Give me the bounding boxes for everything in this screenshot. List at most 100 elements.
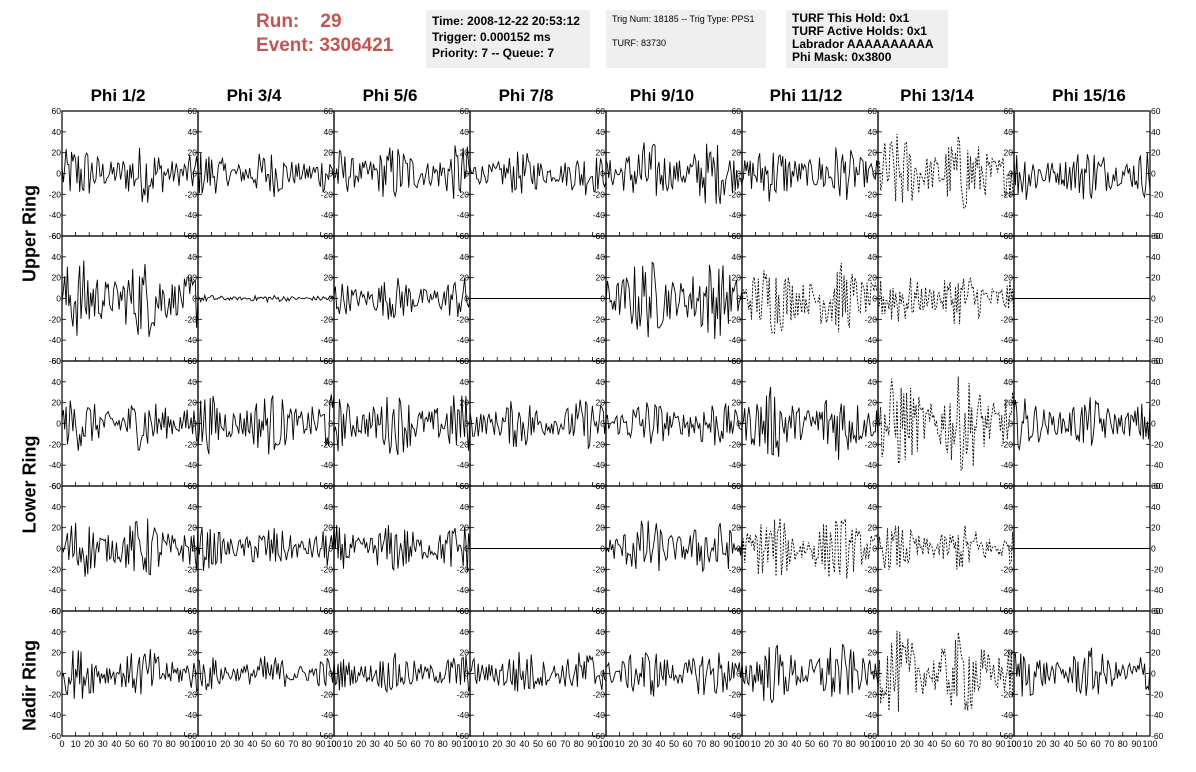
ytick-label-r4-c6-0: 60 xyxy=(868,606,878,616)
waveform-r0-c0 xyxy=(61,147,199,203)
ytick-label-r1-c6-1: 40 xyxy=(868,252,878,262)
ytick-label-r4-c7-6: -60 xyxy=(1001,731,1014,741)
xtick-label-c2-10: 100 xyxy=(462,739,477,749)
ytick-label-r1-c5-5: -40 xyxy=(729,335,742,345)
ytick-label-r1-c7-4: -20 xyxy=(1001,314,1014,324)
ytick-label-right-r2-6: -60 xyxy=(1151,481,1164,491)
ytick-label-r2-c2-4: -20 xyxy=(321,439,334,449)
xtick-label-c4-9: 90 xyxy=(723,739,733,749)
ytick-label-r2-c0-3: 0 xyxy=(56,419,61,429)
xtick-label-c7-7: 70 xyxy=(1104,739,1114,749)
xtick-label-c1-7: 70 xyxy=(288,739,298,749)
xtick-label-c0-3: 30 xyxy=(98,739,108,749)
turf-info-box: TURF This Hold: 0x1 TURF Active Holds: 0… xyxy=(786,10,948,68)
ytick-label-r0-c3-3: 0 xyxy=(464,169,469,179)
ytick-label-right-r4-2: 20 xyxy=(1151,648,1161,658)
ytick-label-r0-c6-4: -20 xyxy=(865,189,878,199)
ytick-label-right-r1-3: 0 xyxy=(1151,294,1156,304)
xtick-label-c7-3: 30 xyxy=(1050,739,1060,749)
xtick-label-c6-6: 60 xyxy=(955,739,965,749)
ytick-label-r1-c4-1: 40 xyxy=(596,252,606,262)
ytick-label-r0-c1-2: 20 xyxy=(188,148,198,158)
xtick-label-c5-1: 10 xyxy=(751,739,761,749)
ytick-label-r0-c5-5: -40 xyxy=(729,210,742,220)
ytick-label-r2-c2-1: 40 xyxy=(324,377,334,387)
ytick-label-r2-c1-3: 0 xyxy=(192,419,197,429)
column-header-phi-5-6: Phi 5/6 xyxy=(362,86,418,105)
ytick-label-r4-c1-1: 40 xyxy=(188,627,198,637)
trig-info-box: Trig Num: 18185 -- Trig Type: PPS1 TURF:… xyxy=(606,10,766,68)
ytick-label-r2-c3-0: 60 xyxy=(460,356,470,366)
xtick-label-c4-0: 0 xyxy=(603,739,608,749)
time-text: Time: 2008-12-22 20:53:12 xyxy=(432,14,580,28)
ytick-label-r0-c4-2: 20 xyxy=(596,148,606,158)
waveform-r2-c4 xyxy=(605,402,743,446)
ytick-label-r2-c1-1: 40 xyxy=(188,377,198,387)
ytick-label-r1-c0-5: -40 xyxy=(49,335,62,345)
ytick-label-r2-c0-2: 20 xyxy=(52,398,62,408)
xtick-label-c4-6: 60 xyxy=(683,739,693,749)
ytick-label-r2-c7-3: 0 xyxy=(1008,419,1013,429)
ytick-label-r0-c2-1: 40 xyxy=(324,127,334,137)
ytick-label-r2-c7-5: -40 xyxy=(1001,460,1014,470)
ytick-label-r2-c5-2: 20 xyxy=(732,398,742,408)
ytick-label-r1-c0-6: -60 xyxy=(49,356,62,366)
panel-frame-r3-c6 xyxy=(877,485,1015,612)
ytick-label-r2-c3-5: -40 xyxy=(457,460,470,470)
ytick-label-r1-c7-1: 40 xyxy=(1004,252,1014,262)
ytick-label-r4-c0-3: 0 xyxy=(56,669,61,679)
trigger-text: Trigger: 0.000152 ms xyxy=(432,30,551,44)
ytick-label-r1-c3-0: 60 xyxy=(460,231,470,241)
xtick-label-c5-7: 70 xyxy=(832,739,842,749)
ytick-label-r2-c7-2: 20 xyxy=(1004,398,1014,408)
ytick-label-r4-c2-6: -60 xyxy=(321,731,334,741)
xtick-label-c7-0: 0 xyxy=(1011,739,1016,749)
ytick-label-r0-c1-5: -40 xyxy=(185,210,198,220)
ytick-label-r0-c7-0: 60 xyxy=(1004,106,1014,116)
ytick-label-r4-c6-1: 40 xyxy=(868,627,878,637)
ytick-label-r3-c7-0: 60 xyxy=(1004,481,1014,491)
ytick-label-r0-c1-3: 0 xyxy=(192,169,197,179)
xtick-label-c3-6: 60 xyxy=(547,739,557,749)
ytick-label-r4-c3-6: -60 xyxy=(457,731,470,741)
ytick-label-r2-c5-5: -40 xyxy=(729,460,742,470)
xtick-label-c6-10: 100 xyxy=(1006,739,1021,749)
xtick-label-c2-0: 0 xyxy=(331,739,336,749)
ytick-label-r4-c0-1: 40 xyxy=(52,627,62,637)
ytick-label-r1-c5-4: -20 xyxy=(729,314,742,324)
waveform-r2-c7 xyxy=(1013,397,1151,451)
ytick-label-r3-c1-5: -40 xyxy=(185,585,198,595)
priority-text: Priority: 7 -- Queue: 7 xyxy=(432,46,555,60)
ytick-label-r0-c3-2: 20 xyxy=(460,148,470,158)
ytick-label-r4-c3-1: 40 xyxy=(460,627,470,637)
ytick-label-r1-c2-0: 60 xyxy=(324,231,334,241)
ytick-label-r4-c2-2: 20 xyxy=(324,648,334,658)
ytick-label-r3-c3-0: 60 xyxy=(460,481,470,491)
ytick-label-r4-c1-3: 0 xyxy=(192,669,197,679)
ytick-label-r2-c2-3: 0 xyxy=(328,419,333,429)
ytick-label-r1-c0-0: 60 xyxy=(52,231,62,241)
waveform-r0-c6 xyxy=(877,133,1015,209)
ytick-label-r3-c2-4: -20 xyxy=(321,564,334,574)
ytick-label-r0-c4-0: 60 xyxy=(596,106,606,116)
xtick-label-c0-8: 80 xyxy=(166,739,176,749)
ytick-label-r2-c5-3: 0 xyxy=(736,419,741,429)
ytick-label-r1-c4-2: 20 xyxy=(596,273,606,283)
ytick-label-r0-c0-3: 0 xyxy=(56,169,61,179)
ytick-label-r2-c3-4: -20 xyxy=(457,439,470,449)
ytick-label-r1-c4-5: -40 xyxy=(593,335,606,345)
ytick-label-r2-c3-1: 40 xyxy=(460,377,470,387)
ytick-label-r1-c2-5: -40 xyxy=(321,335,334,345)
ytick-label-r3-c1-1: 40 xyxy=(188,502,198,512)
ytick-label-r1-c4-4: -20 xyxy=(593,314,606,324)
xtick-label-c7-2: 20 xyxy=(1036,739,1046,749)
ytick-label-r1-c3-3: 0 xyxy=(464,294,469,304)
ytick-label-right-r0-1: 40 xyxy=(1151,127,1161,137)
ytick-label-r3-c5-4: -20 xyxy=(729,564,742,574)
ytick-label-r1-c1-4: -20 xyxy=(185,314,198,324)
ytick-label-r1-c1-5: -40 xyxy=(185,335,198,345)
ytick-label-right-r0-0: 60 xyxy=(1151,106,1161,116)
xtick-label-c4-8: 80 xyxy=(710,739,720,749)
ytick-label-r2-c5-4: -20 xyxy=(729,439,742,449)
ytick-label-r0-c7-2: 20 xyxy=(1004,148,1014,158)
